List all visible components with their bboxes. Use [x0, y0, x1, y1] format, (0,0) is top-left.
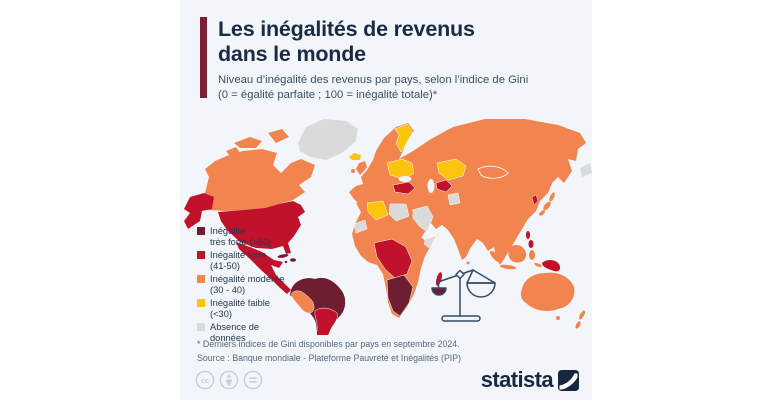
patch-libya [388, 203, 410, 222]
map-area: Inégalité très forte (>50) Inégalité fort… [180, 113, 592, 343]
license-icons: cc [195, 370, 263, 390]
legend-item-no-data: Absence de données [197, 322, 301, 344]
region-canada [205, 149, 315, 211]
island-sri-lanka [466, 261, 470, 265]
subtitle-line-2: (0 = égalité parfaite ; 100 = inégalité … [218, 89, 438, 102]
region-iceland [349, 153, 361, 160]
region-greenland [298, 119, 358, 160]
equal-icon[interactable] [243, 370, 263, 390]
island-sumatra [489, 250, 503, 264]
footer: cc statista [195, 367, 579, 393]
legend-swatch-moderate [197, 275, 205, 284]
region-japan [539, 192, 555, 216]
footnotes: * Derniers indices de Gini disponibles p… [197, 337, 461, 365]
patch-afghanistan [447, 192, 461, 206]
region-uk [356, 161, 367, 175]
legend-swatch-low [197, 299, 205, 308]
legend-item-very-high: Inégalité très forte (>50) [197, 226, 301, 248]
region-alaska [184, 193, 214, 229]
legend-item-moderate: Inégalité modérée (30 - 40) [197, 274, 301, 296]
region-australia [520, 272, 575, 311]
footnote-note: * Derniers indices de Gini disponibles p… [197, 339, 460, 349]
island-jamaica [284, 260, 288, 264]
cc-icon[interactable]: cc [195, 370, 215, 390]
region-papua-new-guinea [542, 260, 561, 272]
patch-southern-africa [386, 274, 414, 317]
island-cuba [277, 254, 289, 258]
region-eurasia [349, 119, 586, 265]
patch-eastern-europe [386, 158, 415, 180]
footnote-source: Source : Banque mondiale - Plateforme Pa… [197, 353, 462, 364]
region-andes-west [291, 290, 315, 314]
legend-item-low: Inégalité faible (<30) [197, 298, 301, 320]
region-southern-cone [314, 307, 338, 335]
patch-turkmenistan [435, 179, 453, 193]
patch-kazakhstan [436, 158, 467, 181]
scale-right-funnel [466, 269, 496, 284]
patch-scandinavia-east [394, 123, 414, 153]
subtitle-line-1: Niveau d’inégalité des revenus par pays,… [218, 74, 529, 86]
patch-korea [531, 194, 539, 206]
patch-chukotka [580, 163, 592, 177]
patch-turkey [392, 181, 416, 195]
map-legend: Inégalité très forte (>50) Inégalité fort… [197, 226, 301, 346]
island-sulawesi [529, 250, 535, 260]
patch-algeria [366, 200, 389, 221]
title-line-2: dans le monde [218, 41, 366, 66]
legend-item-high: Inégalité forte (41-50) [197, 250, 301, 272]
scale-left-bowl [431, 287, 447, 296]
region-ireland [351, 169, 355, 173]
legend-swatch-high [197, 251, 205, 260]
patch-central-africa [373, 238, 413, 279]
sea-black [398, 176, 412, 182]
region-new-zealand [575, 310, 586, 329]
scale-base [441, 315, 481, 322]
region-canada-arctic-islands [226, 129, 289, 156]
patch-west-sahara [353, 219, 368, 234]
world-map [184, 119, 592, 335]
scale-pivot-diamond [455, 269, 465, 280]
border-mongolia [477, 165, 509, 179]
islands-lesser-sunda [534, 263, 542, 267]
island-borneo [508, 245, 527, 263]
scale-beam [437, 269, 474, 283]
subtitle: Niveau d’inégalité des revenus par pays,… [218, 73, 528, 103]
sea-caspian [427, 179, 435, 193]
region-mexico-central-america [236, 242, 291, 294]
scale-right-bowl [466, 282, 496, 298]
island-tasmania [556, 316, 560, 320]
infographic-card: Les inégalités de revenus dans le monde … [180, 0, 592, 400]
title-accent-bar [200, 17, 207, 98]
island-hispaniola [290, 258, 296, 262]
island-java [500, 264, 516, 270]
patch-horn-of-africa [423, 237, 435, 249]
statista-logo[interactable]: statista [481, 369, 579, 391]
attribution-icon[interactable] [219, 370, 239, 390]
statista-logo-icon [558, 369, 579, 391]
islands-philippines [526, 231, 534, 248]
header: Les inégalités de revenus dans le monde … [200, 17, 528, 103]
title-line-1: Les inégalités de revenus [218, 17, 475, 41]
legend-swatch-very-high [197, 227, 205, 235]
statista-wordmark: statista [480, 367, 554, 392]
balance-scale-illustration [431, 269, 496, 322]
svg-text:cc: cc [201, 376, 209, 385]
patch-saudi-arabia [411, 205, 434, 233]
legend-swatch-no-data [197, 323, 205, 332]
region-usa [218, 201, 305, 254]
page-title: Les inégalités de revenus dans le monde [218, 17, 528, 66]
